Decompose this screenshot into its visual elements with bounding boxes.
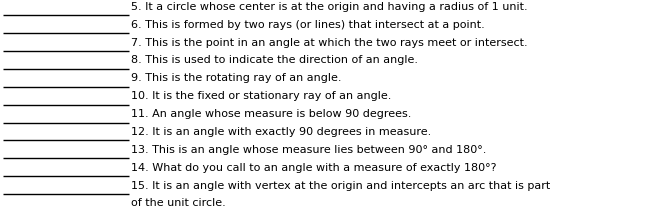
Text: 5. It a circle whose center is at the origin and having a radius of 1 unit.: 5. It a circle whose center is at the or… — [131, 2, 528, 12]
Text: 8. This is used to indicate the direction of an angle.: 8. This is used to indicate the directio… — [131, 55, 418, 65]
Text: 11. An angle whose measure is below 90 degrees.: 11. An angle whose measure is below 90 d… — [131, 109, 412, 119]
Text: 14. What do you call to an angle with a measure of exactly 180°?: 14. What do you call to an angle with a … — [131, 163, 497, 173]
Text: 13. This is an angle whose measure lies between 90° and 180°.: 13. This is an angle whose measure lies … — [131, 145, 487, 155]
Text: 10. It is the fixed or stationary ray of an angle.: 10. It is the fixed or stationary ray of… — [131, 91, 392, 101]
Text: 6. This is formed by two rays (or lines) that intersect at a point.: 6. This is formed by two rays (or lines)… — [131, 20, 485, 30]
Text: 15. It is an angle with vertex at the origin and intercepts an arc that is part: 15. It is an angle with vertex at the or… — [131, 181, 550, 191]
Text: 12. It is an angle with exactly 90 degrees in measure.: 12. It is an angle with exactly 90 degre… — [131, 127, 432, 137]
Text: of the unit circle.: of the unit circle. — [131, 198, 226, 208]
Text: 7. This is the point in an angle at which the two rays meet or intersect.: 7. This is the point in an angle at whic… — [131, 37, 528, 48]
Text: 9. This is the rotating ray of an angle.: 9. This is the rotating ray of an angle. — [131, 73, 341, 83]
